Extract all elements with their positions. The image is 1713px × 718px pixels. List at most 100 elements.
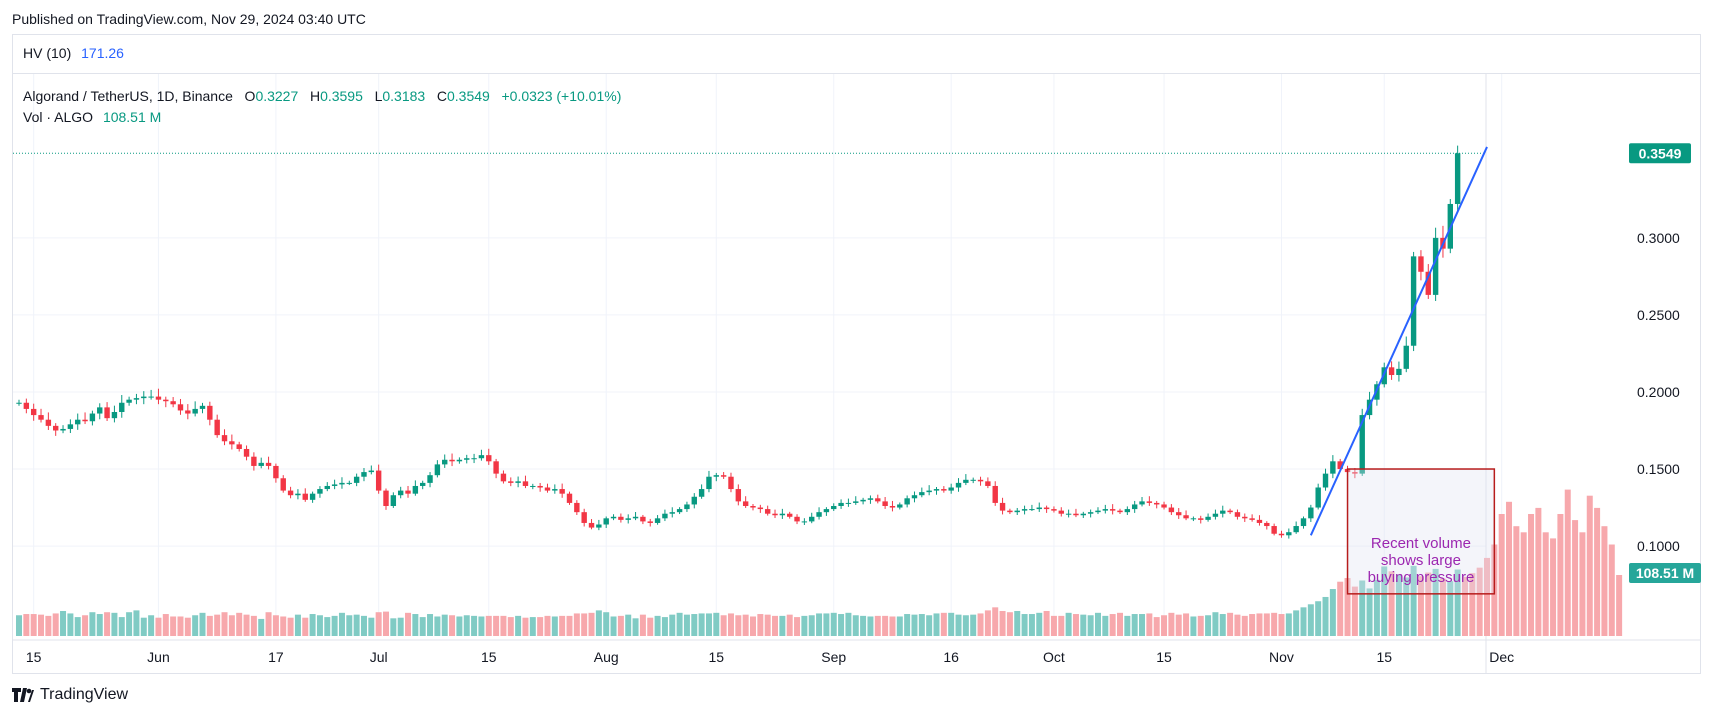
candle-body [787, 513, 793, 517]
candle-body [720, 475, 727, 477]
price-tick-label: 0.1500 [1637, 461, 1680, 477]
volume-bar [603, 612, 610, 636]
candle-body [287, 490, 294, 496]
volume-bar [698, 613, 705, 636]
candle-body [1198, 518, 1204, 520]
volume-bar [1447, 581, 1454, 636]
volume-bar [405, 612, 412, 636]
volume-bar [463, 615, 470, 636]
candle-body [882, 501, 888, 506]
volume-bar [133, 610, 140, 636]
candle-body [1322, 473, 1329, 488]
candle-body [1190, 518, 1197, 520]
time-tick-label: 17 [268, 649, 284, 665]
volume-bar [867, 616, 874, 636]
volume-bar [515, 615, 522, 636]
volume-bar [1109, 614, 1116, 636]
candle-body [207, 405, 213, 420]
volume-bar [999, 610, 1006, 636]
candle-body [331, 484, 338, 486]
time-axis[interactable]: 15 Jun 17 Jul 15 Aug 15 Sep 16 Oct 15 Nov 15 Dec [26, 649, 1514, 665]
candle-body [1007, 510, 1013, 513]
volume-bar [977, 613, 984, 636]
candle-body [1293, 526, 1299, 533]
candle-body [471, 458, 477, 460]
time-tick-label: Sep [821, 649, 846, 665]
candle-body [1168, 507, 1175, 513]
last-price-tag-label: 0.3549 [1639, 145, 1682, 161]
candle-body [1403, 345, 1409, 369]
time-tick-label: 15 [26, 649, 42, 665]
candle-body [493, 461, 499, 474]
volume-bar [412, 614, 419, 636]
volume-bar [74, 617, 81, 636]
volume-bar [1550, 538, 1557, 636]
candle-body [1095, 510, 1101, 513]
trendline[interactable] [1309, 146, 1488, 536]
candle-body [1425, 271, 1431, 295]
volume-bar [1124, 615, 1131, 636]
volume-bar [1572, 520, 1579, 636]
volume-bar [302, 617, 309, 636]
volume-bar [485, 615, 492, 636]
tradingview-logo[interactable]: TradingView [12, 686, 128, 704]
candle-body [706, 476, 712, 490]
published-caption: Published on TradingView.com, Nov 29, 20… [12, 11, 366, 27]
candle-body [221, 435, 228, 442]
price-axis[interactable]: 0.3000 0.2500 0.2000 0.1500 0.1000 [1637, 230, 1680, 554]
last-volume-tag: 108.51 M [1629, 563, 1701, 583]
candle-body [904, 498, 910, 505]
volume-bar [1006, 612, 1013, 636]
volume-bar [1329, 589, 1336, 636]
volume-bar [1373, 579, 1380, 636]
volume-bar [1586, 495, 1593, 636]
volume-bar [610, 616, 617, 636]
candle-body [977, 479, 984, 482]
high-label: H [309, 88, 321, 104]
volume-bar [1234, 614, 1241, 636]
volume-bar [331, 615, 338, 636]
candle-body [500, 473, 507, 482]
volume-bar [221, 612, 228, 636]
candle-body [640, 516, 646, 522]
volume-bar [1608, 544, 1615, 636]
volume-legend: Vol · ALGO 108.51 M [23, 109, 161, 125]
candle-body [368, 470, 375, 473]
volume-bar [1395, 574, 1402, 636]
candle-body [588, 522, 595, 528]
volume-bar [970, 614, 977, 636]
candle-body [251, 456, 257, 466]
volume-bar [852, 615, 859, 636]
volume-bar [1205, 615, 1212, 636]
symbol-title: Algorand / TetherUS, 1D, Binance [23, 88, 233, 104]
volume-bar [639, 614, 646, 636]
volume-bar [816, 613, 823, 636]
volume-bar [911, 614, 918, 636]
candle-body [442, 459, 448, 465]
volume-bar [419, 617, 426, 636]
candle-body [16, 402, 22, 404]
candle-body [1396, 368, 1402, 376]
candle-body [1256, 519, 1263, 523]
volume-bar [1498, 514, 1505, 636]
candle-body [1117, 510, 1123, 513]
candle-body [309, 493, 316, 500]
volume-bar [845, 612, 852, 636]
volume-bar [368, 617, 375, 636]
candle-body [1249, 518, 1255, 520]
annotation-line: Recent volume [1371, 535, 1471, 552]
candle-body [750, 506, 756, 508]
volume-bar [537, 617, 544, 636]
candle-body [67, 424, 74, 429]
last-volume-tag-label: 108.51 M [1636, 565, 1694, 581]
volume-bar [1080, 614, 1087, 636]
volume-bar [507, 617, 514, 636]
volume-bar [1036, 612, 1043, 636]
candle-body [823, 509, 830, 513]
volume-bar [1513, 526, 1520, 636]
volume-bar [1117, 612, 1123, 636]
volume-bar [67, 613, 74, 636]
candle-body [1220, 510, 1226, 514]
candle-body [1308, 507, 1314, 519]
